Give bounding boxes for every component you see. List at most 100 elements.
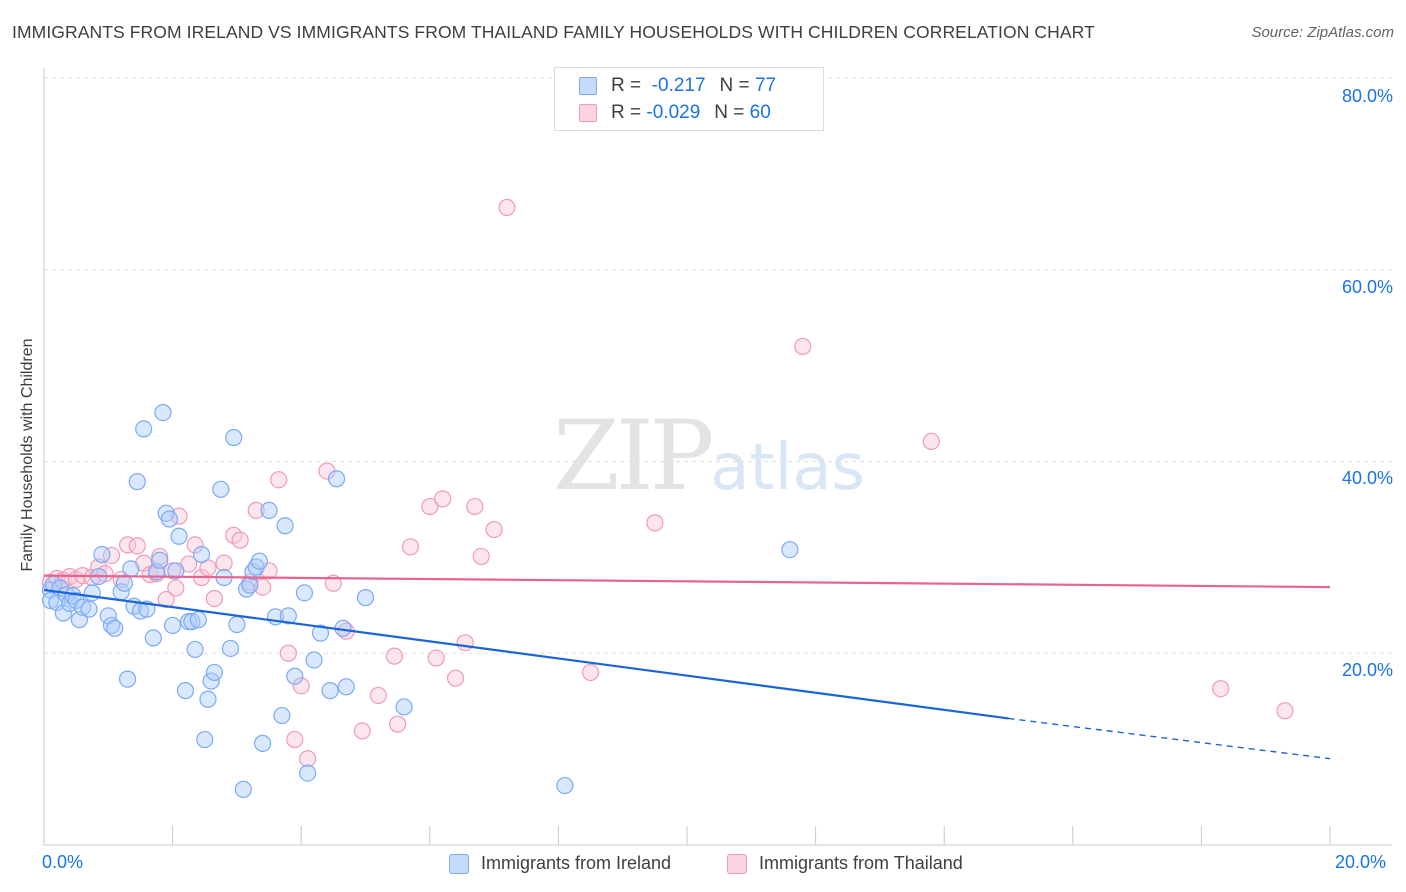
ireland-point	[118, 670, 137, 688]
ireland-point	[83, 584, 101, 602]
ireland-point	[295, 584, 314, 602]
ireland-point	[93, 545, 111, 564]
ireland-point	[196, 730, 214, 749]
thailand-point	[231, 531, 249, 549]
ireland-point	[170, 527, 188, 545]
thailand-point	[215, 554, 233, 572]
ireland-point	[228, 615, 246, 634]
ireland-point	[183, 613, 201, 631]
ireland-point	[128, 473, 146, 491]
y-tick-20: 20.0%	[1341, 660, 1393, 680]
ireland-point	[54, 604, 72, 622]
ireland-point	[276, 517, 294, 535]
r-value: -0.217	[651, 75, 706, 96]
thailand-point	[581, 663, 600, 682]
ireland-point	[337, 678, 355, 696]
thailand-point	[186, 536, 204, 554]
ireland-point	[254, 734, 272, 752]
watermark-zip: ZIP	[553, 400, 714, 512]
ireland-point	[199, 690, 217, 708]
thailand-point	[389, 715, 407, 733]
y-tick-80: 80.0%	[1341, 86, 1393, 106]
ireland-point	[260, 501, 278, 519]
ireland-point	[122, 560, 140, 578]
thailand-point	[794, 337, 812, 356]
watermark: ZIPatlas	[553, 400, 865, 512]
ireland-point	[41, 591, 60, 610]
thailand-point	[279, 644, 297, 662]
thailand-point	[434, 490, 452, 508]
ireland-point	[67, 591, 85, 610]
ireland-point	[244, 563, 262, 581]
n-label: N =	[714, 102, 745, 123]
ireland-point	[106, 619, 124, 637]
watermark-atlas: atlas	[710, 431, 865, 505]
thailand-point	[369, 686, 387, 705]
ireland-trend-line	[43, 588, 1009, 720]
thailand-point	[421, 497, 439, 516]
thailand-point	[1212, 680, 1230, 698]
thailand-point	[472, 547, 490, 566]
legend-row-thailand: R = -0.029 N = 60	[579, 100, 771, 126]
ireland-point	[212, 480, 230, 498]
correlation-legend: R = -0.217 N = 77 R = -0.029 N = 60	[554, 67, 824, 131]
n-value: 77	[754, 75, 777, 96]
thailand-point	[292, 677, 310, 695]
n-value: 60	[749, 102, 771, 123]
thailand-trend-line	[43, 574, 1331, 589]
thailand-point	[1276, 702, 1294, 720]
thailand-point	[83, 568, 101, 587]
thailand-point	[646, 514, 664, 532]
thailand-point	[456, 634, 474, 652]
thailand-point	[299, 750, 317, 768]
ireland-point	[135, 420, 153, 438]
thailand-point	[385, 647, 404, 665]
legend-row-ireland: R = -0.217 N = 77	[579, 73, 776, 99]
y-tick-40: 40.0%	[1341, 468, 1393, 488]
ireland-point	[176, 682, 195, 700]
thailand-point	[922, 432, 940, 450]
ireland-point	[356, 589, 375, 607]
ireland-point	[234, 780, 252, 798]
r-label: R =	[611, 75, 642, 96]
thailand-point	[446, 669, 465, 687]
thailand-point	[353, 722, 371, 740]
ireland-point	[556, 776, 574, 795]
thailand-swatch	[579, 104, 597, 122]
thailand-point	[286, 730, 304, 749]
ireland-point	[205, 663, 223, 682]
ireland-point	[321, 682, 339, 700]
thailand-point	[427, 649, 445, 667]
ireland-point	[273, 706, 291, 725]
ireland-point	[299, 764, 317, 782]
thailand-legend-swatch	[727, 853, 747, 874]
ireland-point	[286, 667, 304, 685]
ireland-point	[164, 616, 182, 635]
ireland-point	[327, 470, 346, 488]
ireland-point	[154, 404, 172, 422]
legend-item-ireland: Immigrants from Ireland	[449, 853, 671, 874]
ireland-point	[395, 698, 413, 716]
ireland-point	[160, 510, 178, 528]
source-label: Source: ZipAtlas.com	[1251, 24, 1394, 41]
ireland-point	[192, 545, 211, 564]
thailand-point	[157, 590, 175, 609]
ireland-trend-extension	[1008, 717, 1331, 760]
legend-label-ireland: Immigrants from Ireland	[481, 853, 672, 873]
x-tick-0: 0.0%	[42, 852, 84, 872]
ireland-point	[102, 616, 121, 635]
ireland-point	[221, 639, 240, 658]
y-axis-label: Family Households with Children	[19, 338, 36, 572]
thailand-point	[498, 198, 516, 217]
thailand-point	[128, 537, 146, 555]
thailand-point	[466, 497, 484, 516]
thailand-point	[247, 501, 265, 519]
ireland-point	[151, 551, 169, 569]
thailand-point	[170, 507, 188, 525]
r-label: R =	[611, 102, 642, 123]
ireland-point	[80, 600, 98, 618]
legend-label-thailand: Immigrants from Thailand	[759, 853, 963, 873]
thailand-point	[205, 590, 223, 608]
ireland-point	[311, 624, 330, 642]
